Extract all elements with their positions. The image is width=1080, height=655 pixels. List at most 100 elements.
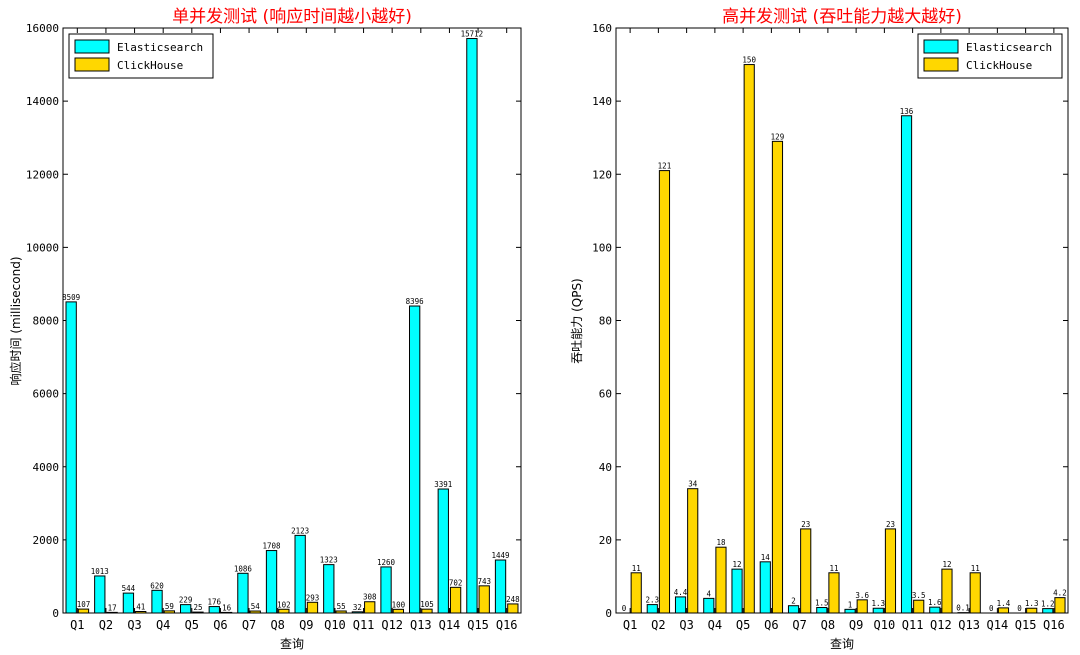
- x-axis-label: 查询: [280, 637, 304, 651]
- high-concurrency-chart: 高并发测试 (吞吐能力越大越好) 查询 吞吐能力 (QPS) 020406080…: [570, 7, 1069, 651]
- legend-swatch: [74, 57, 110, 72]
- y-tick-label: 2000: [33, 534, 60, 547]
- data-label: 32: [353, 603, 362, 612]
- bar: [135, 611, 147, 614]
- y-tick-label: 4000: [33, 461, 60, 474]
- data-label: 702: [449, 578, 463, 587]
- x-tick-label: Q9: [849, 618, 863, 632]
- data-label: 743: [477, 577, 491, 586]
- x-axis-label: 查询: [830, 637, 854, 651]
- x-tick-label: Q9: [299, 618, 313, 632]
- bar: [449, 586, 462, 614]
- bar: [249, 610, 261, 614]
- x-tick-label: Q1: [623, 618, 637, 632]
- legend-label: ClickHouse: [117, 59, 183, 72]
- bar: [743, 64, 755, 614]
- data-label: 1449: [492, 551, 510, 560]
- data-label: 3.5: [912, 591, 926, 600]
- bar: [421, 608, 433, 614]
- data-label: 308: [363, 593, 377, 602]
- bar: [122, 592, 135, 614]
- x-tick-label: Q3: [127, 618, 141, 632]
- legend-swatch: [74, 39, 110, 54]
- x-tick-label: Q12: [930, 618, 952, 632]
- bar: [364, 601, 376, 614]
- bar: [306, 601, 319, 614]
- legend-swatch: [923, 57, 959, 72]
- legend-label: ClickHouse: [966, 59, 1032, 72]
- bar: [507, 603, 519, 614]
- data-label: 8509: [62, 293, 80, 302]
- data-label: 11: [971, 564, 980, 573]
- data-label: 293: [306, 593, 320, 602]
- data-label: 100: [392, 600, 406, 609]
- bar: [646, 604, 658, 614]
- plot-frame: [615, 27, 1069, 614]
- legend: Elasticsearch ClickHouse: [917, 33, 1063, 79]
- x-tick-label: Q3: [679, 618, 693, 632]
- data-label: 8396: [406, 297, 425, 306]
- y-tick-label: 0: [52, 607, 59, 620]
- x-tick-label: Q11: [353, 618, 375, 632]
- bar: [409, 305, 421, 614]
- bar: [771, 140, 784, 614]
- bar: [1042, 608, 1054, 614]
- x-tick-label: Q16: [496, 618, 518, 632]
- bar: [151, 589, 163, 614]
- x-tick-label: Q11: [902, 618, 924, 632]
- bar: [900, 115, 913, 614]
- bar: [478, 585, 490, 614]
- y-tick-label: 160: [592, 22, 612, 35]
- data-label: 15712: [461, 30, 484, 39]
- x-tick-label: Q7: [242, 618, 256, 632]
- data-label: 1.5: [815, 599, 829, 608]
- y-tick-label: 12000: [26, 168, 59, 181]
- data-label: 1.4: [997, 599, 1011, 608]
- y-tick-label: 16000: [26, 22, 59, 35]
- data-label: 1013: [91, 567, 109, 576]
- x-tick-label: Q15: [1015, 618, 1037, 632]
- y-tick-label: 0: [605, 607, 612, 620]
- data-label: 105: [420, 600, 434, 609]
- bar: [630, 572, 642, 614]
- data-label: 0: [622, 604, 627, 613]
- y-tick-label: 100: [592, 241, 612, 254]
- data-label: 34: [688, 480, 698, 489]
- data-label: 55: [337, 602, 346, 611]
- data-label: 14: [761, 553, 771, 562]
- bar: [208, 606, 220, 614]
- data-label: 620: [150, 581, 164, 590]
- legend: Elasticsearch ClickHouse: [68, 33, 214, 79]
- data-label: 23: [801, 520, 810, 529]
- x-tick-label: Q14: [439, 618, 461, 632]
- bar: [997, 607, 1010, 614]
- data-label: 4.4: [674, 588, 688, 597]
- x-tick-label: Q2: [651, 618, 665, 632]
- x-tick-label: Q8: [270, 618, 284, 632]
- x-tick-label: Q12: [381, 618, 403, 632]
- data-label: 229: [179, 596, 193, 605]
- bar: [265, 550, 278, 614]
- bar: [844, 608, 856, 614]
- bar: [192, 611, 204, 614]
- bar: [1054, 597, 1066, 614]
- x-tick-label: Q1: [70, 618, 84, 632]
- bar: [715, 546, 727, 614]
- data-label: 0: [989, 604, 994, 613]
- x-tick-label: Q5: [185, 618, 199, 632]
- x-tick-label: Q4: [708, 618, 722, 632]
- data-label: 11: [632, 564, 641, 573]
- bar: [913, 599, 925, 614]
- x-tick-label: Q15: [467, 618, 489, 632]
- data-label: 11: [829, 564, 838, 573]
- data-label: 136: [900, 107, 914, 116]
- bar: [180, 604, 192, 614]
- data-label: 1.3: [1025, 599, 1039, 608]
- data-label: 1323: [320, 556, 338, 565]
- data-label: 1.6: [928, 598, 942, 607]
- data-label: 18: [716, 538, 726, 547]
- y-tick-label: 40: [599, 461, 612, 474]
- data-label: 1260: [377, 558, 396, 567]
- legend-swatch: [923, 39, 959, 54]
